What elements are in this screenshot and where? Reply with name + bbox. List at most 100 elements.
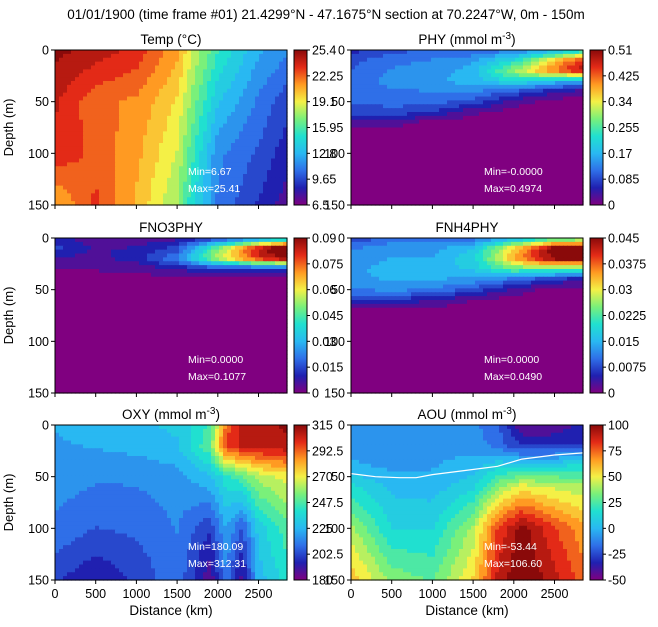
phy-cell (455, 96, 460, 101)
temp-cell (279, 143, 284, 148)
phy-cell (443, 81, 448, 86)
temp-cell (99, 69, 104, 74)
fno3phy-cell (183, 249, 188, 255)
temp-cell (87, 88, 92, 94)
temp-cell (279, 127, 284, 132)
phy-cell (575, 127, 580, 132)
temp-cell (139, 69, 144, 74)
temp-cell (283, 181, 288, 187)
phy-cell (435, 201, 440, 206)
phy-cell (503, 177, 508, 183)
phy-cell (439, 96, 444, 101)
phy-cell (411, 150, 416, 156)
phy-cell (431, 119, 436, 125)
temp-cell (227, 127, 232, 132)
temp-cell (75, 197, 80, 202)
phy-cell (387, 181, 392, 187)
phy-cell (551, 96, 556, 101)
temp-cell (147, 189, 152, 194)
phy-cell (411, 84, 416, 90)
temp-cell (199, 104, 204, 109)
phy-cell (379, 143, 384, 148)
temp-cell (283, 50, 288, 55)
phy-cell (519, 197, 524, 202)
temp-cell (239, 162, 244, 167)
phy-cell (491, 53, 496, 59)
fno3phy-cell (203, 245, 208, 251)
temp-cell (135, 77, 140, 82)
temp-cell (267, 131, 272, 136)
temp-cell (95, 73, 100, 78)
phy-cell (455, 65, 460, 70)
temp-cell (203, 193, 208, 198)
temp-cell (159, 92, 164, 98)
fno3phy-cell (155, 249, 160, 255)
fno3phy-cell (59, 238, 64, 243)
phy-cell (495, 177, 500, 183)
phy-cell (387, 185, 392, 191)
phy-cell (395, 104, 400, 109)
temp-cell (203, 100, 208, 105)
phy-cell (391, 100, 396, 105)
temp-cell (99, 65, 104, 70)
temp-cell (95, 119, 100, 125)
temp-cell (167, 84, 172, 90)
fno3phy-cell (179, 253, 184, 258)
phy-cell (451, 123, 456, 129)
temp-cell (123, 193, 128, 198)
temp-cell (263, 135, 268, 140)
temp-cell (183, 53, 188, 59)
fno3phy-cell (63, 249, 68, 255)
phy-cell (427, 69, 432, 74)
phy-cell (379, 135, 384, 140)
temp-cell (231, 135, 236, 140)
temp-cell (215, 69, 220, 74)
temp-cell (211, 81, 216, 86)
temp-cell (135, 112, 140, 117)
temp-cell (179, 92, 184, 98)
temp-cell (159, 112, 164, 117)
phy-cell (415, 104, 420, 109)
phy-cell (395, 162, 400, 167)
temp-cell (183, 131, 188, 136)
temp-cell (59, 65, 64, 70)
phy-cell (499, 115, 504, 121)
phy-cell (475, 77, 480, 82)
temp-cell (235, 92, 240, 98)
temp-cell (195, 177, 200, 183)
phy-cell (375, 96, 380, 101)
phy-cell (371, 77, 376, 82)
temp-cell (75, 112, 80, 117)
phy-cell (399, 201, 404, 206)
temp-cell (207, 81, 212, 86)
temp-cell (59, 115, 64, 121)
temp-cell (119, 123, 124, 129)
temp-cell (259, 177, 264, 183)
temp-cell (179, 77, 184, 82)
temp-cell (115, 81, 120, 86)
phy-cell (479, 73, 484, 78)
phy-cell (475, 115, 480, 121)
temp-cell (219, 115, 224, 121)
temp-cell (279, 115, 284, 121)
phy-cell (511, 189, 516, 194)
temp-cell (207, 61, 212, 67)
phy-cell (391, 162, 396, 167)
phy-cell (383, 92, 388, 98)
phy-cell (551, 127, 556, 132)
phy-cell (475, 65, 480, 70)
temp-cell (239, 96, 244, 101)
phy-cell (423, 88, 428, 94)
phy-cell (539, 158, 544, 163)
temp-cell (83, 96, 88, 101)
temp-cell (231, 57, 236, 63)
phy-cell (407, 104, 412, 109)
phy-cell (471, 100, 476, 105)
fno3phy-cell (267, 249, 272, 255)
temp-cell (107, 174, 112, 179)
phy-cell (543, 127, 548, 132)
temp-cell (171, 100, 176, 105)
fno3phy-cell (219, 241, 224, 247)
temp-cell (183, 104, 188, 109)
phy-cell (503, 162, 508, 167)
